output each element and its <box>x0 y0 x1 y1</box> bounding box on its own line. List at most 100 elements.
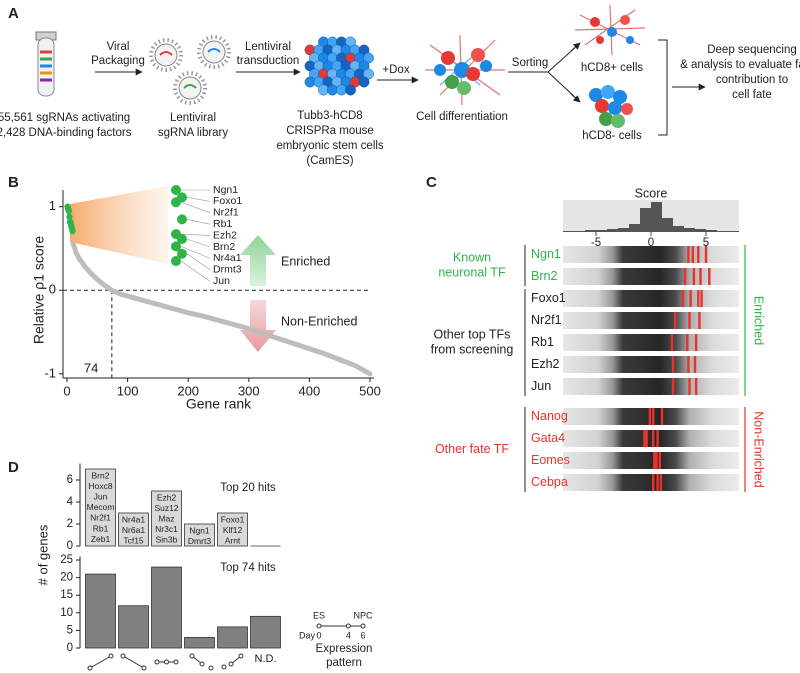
histogram-bar <box>629 224 640 232</box>
heatmap-row <box>563 474 739 491</box>
bar-text: Jun <box>94 491 108 501</box>
workflow-text: & analysis to evaluate factor <box>680 59 800 71</box>
group-label: Known <box>453 250 491 264</box>
zoom-point <box>177 214 187 225</box>
histogram-bar <box>585 230 596 232</box>
leader-line <box>180 246 211 259</box>
bar-text: Mecom <box>87 502 115 512</box>
x-tick-label: 0 <box>648 237 654 249</box>
bar <box>85 468 116 547</box>
leader-line <box>180 260 211 282</box>
viruses <box>149 35 231 105</box>
y-tick-label: 0 <box>67 642 73 654</box>
x-tick-label: 300 <box>238 383 260 398</box>
histogram-bar <box>695 229 706 232</box>
bar-text: Klf12 <box>223 525 243 535</box>
legend-day-title: Day <box>299 630 316 640</box>
leader-line <box>186 197 211 202</box>
workflow-text: Sorting <box>512 57 548 69</box>
workflow-text: Lentiviral <box>170 112 216 124</box>
point <box>69 227 76 235</box>
bar <box>217 626 248 649</box>
bar <box>250 615 281 649</box>
histogram-bar <box>618 228 629 232</box>
heatmap-row <box>563 356 739 373</box>
bar <box>217 512 248 547</box>
workflow-text: 55,561 sgRNAs activating <box>0 112 130 124</box>
chart-title: Top 74 hits <box>220 562 276 574</box>
legend-day-label: 6 <box>360 630 365 640</box>
zoom-point <box>177 248 187 259</box>
bar-text: Suz12 <box>154 503 178 513</box>
bar-text: Maz <box>158 513 174 523</box>
heatmap-row <box>563 452 739 469</box>
zoom-point <box>171 241 181 252</box>
arrow <box>570 93 581 103</box>
group-label: Other fate TF <box>435 442 509 456</box>
bar-text: Ngn1 <box>189 525 210 535</box>
bar-text: Nr4a1 <box>122 514 145 524</box>
legend-title: Expression <box>316 643 373 655</box>
workflow-text: sgRNA library <box>158 127 229 139</box>
heatmap-row <box>563 378 739 395</box>
y-tick-label: 4 <box>67 496 74 508</box>
legend-day <box>360 623 366 629</box>
leader-line <box>186 238 211 248</box>
row-label: Gata4 <box>531 431 565 445</box>
heatmap-row <box>563 334 739 351</box>
enriched-arrow <box>240 235 276 286</box>
point-label: Brn2 <box>213 241 235 253</box>
zoom-point <box>171 197 181 208</box>
y-tick-label: 2 <box>67 518 73 530</box>
annotation: Non-Enriched <box>281 314 357 328</box>
legend-day-label: 0 <box>316 630 321 640</box>
group-label: from screening <box>431 342 514 356</box>
bar-text: Foxo1 <box>221 514 245 524</box>
group-label: Other top TFs <box>434 327 511 341</box>
es-cell-cluster <box>304 36 374 96</box>
workflow-text: contribution to <box>716 74 788 86</box>
point-label: Nr4a1 <box>213 252 242 264</box>
chart-title: Score <box>635 186 668 200</box>
workflow-text: hCD8- cells <box>582 130 642 142</box>
x-tick-label: 100 <box>117 383 139 398</box>
workflow-text: (CamES) <box>306 155 353 167</box>
workflow-text: Packaging <box>91 55 145 67</box>
positive-cells <box>574 4 646 56</box>
y-axis-label: Relative ρ1 score <box>31 236 47 345</box>
point-label: Drmt3 <box>213 264 242 276</box>
tube-bands <box>40 50 52 82</box>
bar-text: Dmrt3 <box>188 536 211 546</box>
point-label: Ezh2 <box>213 229 237 241</box>
histogram-bar <box>651 202 662 232</box>
threshold-label: 74 <box>84 360 98 375</box>
histogram-bar <box>596 230 607 232</box>
point-label: Foxo1 <box>213 195 242 207</box>
bar-text: Arnt <box>225 535 241 545</box>
histogram-bar <box>607 229 618 232</box>
legend-stage: ES <box>313 610 325 620</box>
legend-stage: NPC <box>353 610 373 620</box>
bar-text: Tcf15 <box>123 535 144 545</box>
workflow-text: cell fate <box>732 89 772 101</box>
leader-line <box>186 253 211 271</box>
workflow-text: Tubb3-hCD8 <box>297 110 362 122</box>
group-label: neuronal TF <box>438 265 506 279</box>
histogram-bar <box>684 228 695 232</box>
zoom-highlight <box>70 186 168 264</box>
histogram-bar <box>673 226 684 232</box>
bar-text: Nr3c1 <box>155 524 178 534</box>
row-label: Eomes <box>531 453 570 467</box>
point <box>66 213 73 220</box>
x-axis-label: Gene rank <box>186 396 252 412</box>
row-label: Cebpa <box>531 475 568 489</box>
x-tick-label: 500 <box>359 383 381 398</box>
legend-day <box>316 623 322 629</box>
workflow-text: Lentiviral <box>245 41 291 53</box>
legend-day-label: 4 <box>346 630 351 640</box>
leader-line <box>180 201 211 214</box>
bar <box>151 566 182 649</box>
workflow-text: Deep sequencing <box>707 44 797 56</box>
score-curve <box>70 240 373 377</box>
